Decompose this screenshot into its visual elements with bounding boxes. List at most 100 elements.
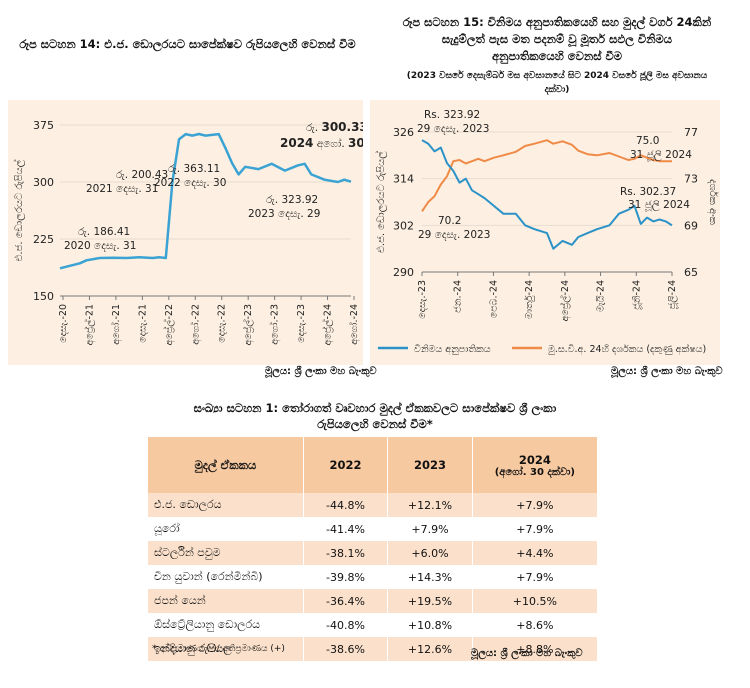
table-row: ඕස්ට්‍රේලියානු ඩොලරය -40.8% +10.8% +8.6% <box>148 613 599 637</box>
cell-value: +4.4% <box>472 541 599 565</box>
cell-value: -39.8% <box>303 565 389 589</box>
table-footnote: * අවප්‍රමාණය (-)/ අතිප්‍රමාණය (+) <box>152 644 285 654</box>
chart15-title-line3: අනුපාතිකයෙහි වෙනස් වීම <box>491 49 623 63</box>
chart15-ytick-right: 77 <box>684 126 698 139</box>
chart14-annotation-last-value: රු. 300.33 <box>306 120 363 134</box>
table-title: සංඛ්‍යා සටහන 1: තෝරාගත් වෘවහාර මුදල් ඒකක… <box>140 400 610 432</box>
chart15-ytick-right: 69 <box>684 219 698 232</box>
chart14-xtick: අප්‍රේල්-21 <box>82 304 95 346</box>
chart15-title-line2: සැදුම්ලත් පැස මත පදනම් වූ මූර්ත සඵල විනි… <box>441 32 673 46</box>
header-2024-year: 2024 <box>518 452 551 467</box>
chart14-xtick: දෙසැ.-21 <box>137 304 148 343</box>
table-source: මූලය: ශ්‍රී ලංකා මහ බැංකුව <box>471 648 583 659</box>
chart15-annotation-date: 29 දෙසැ. 2023 <box>418 229 490 241</box>
chart14-series-line <box>59 132 352 270</box>
chart14-ytick: 300 <box>33 176 54 189</box>
chart14-xtick: දෙසැ.-20 <box>58 304 69 343</box>
chart15-ytick-right: 65 <box>684 266 698 279</box>
cell-value: +10.5% <box>472 589 599 613</box>
cell-value: -44.8% <box>303 493 389 517</box>
chart15-legend-index-label: මු.ස.වි.අ. 24හි දර්ශකය (දකුණු අක්ෂය) <box>548 342 706 355</box>
chart15-ytick-left: 290 <box>393 266 414 279</box>
cell-value: +8.8% <box>472 637 599 661</box>
chart14-panel <box>8 100 363 365</box>
table-title-line1: සංඛ්‍යා සටහන 1: තෝරාගත් වෘවහාර මුදල් ඒකක… <box>193 401 557 415</box>
chart15-index-line <box>421 139 672 212</box>
cell-value: -38.6% <box>303 637 389 661</box>
chart14-annotation-date: 2021 දෙසැ. 31 <box>86 183 158 195</box>
chart15-annotation-value: 70.2 <box>438 215 461 227</box>
cell-value: -40.8% <box>303 613 389 637</box>
chart14-xtick: අගෝ.-23 <box>268 304 281 345</box>
header-2024-sub: (අගෝ. 30 දක්වා) <box>494 466 576 478</box>
header-2023: 2023 <box>387 437 473 493</box>
chart15-xtick: ජන.-24 <box>453 280 464 313</box>
chart14-xtick: දෙසැ.-22 <box>217 304 228 343</box>
chart14-xtick: අප්‍රේල්-22 <box>162 304 175 346</box>
cell-currency: යූරෝ <box>148 517 304 541</box>
chart14-annotation-value: රු. 323.92 <box>266 194 318 206</box>
chart14-annotation-last-number: 300.33 <box>321 120 363 134</box>
cell-value: -41.4% <box>303 517 389 541</box>
table-row: යූරෝ -41.4% +7.9% +7.9% <box>148 517 599 541</box>
cell-value: +14.3% <box>387 565 473 589</box>
chart14-xtick: අගෝ.-24 <box>347 304 360 345</box>
chart15-xtick: මැයි-24 <box>596 280 607 312</box>
chart14-annotation-last-day: 30 <box>348 136 363 150</box>
chart15-annotation-value: Rs. 302.37 <box>620 186 676 198</box>
currency-table: මුදල් ඒකකය 2022 2023 2024 (අගෝ. 30 දක්වා… <box>148 437 599 661</box>
chart15-ytick-left: 314 <box>393 173 414 186</box>
cell-currency: එ.ජ. ඩොලරය <box>148 493 304 517</box>
chart14-annotation-last-date: 2024 අගෝ. 30 <box>280 136 363 151</box>
chart15-ytick-right: 73 <box>684 173 698 186</box>
table-header-row: මුදල් ඒකකය 2022 2023 2024 (අගෝ. 30 දක්වා… <box>148 437 599 493</box>
chart15-legend-fx-label: විනිමය අනුපාතිකය <box>414 344 491 355</box>
chart15-annotation-date: 29 දෙසැ. 2023 <box>417 123 489 135</box>
chart15-xtick: මාර්තු-24 <box>523 280 535 319</box>
cell-value: +6.0% <box>387 541 473 565</box>
cell-value: +7.9% <box>472 565 599 589</box>
chart14-ytick: 375 <box>33 119 54 132</box>
chart14-xtick: දෙසැ.-23 <box>296 304 307 343</box>
chart15-ytick-left: 302 <box>393 219 414 232</box>
chart14-annotation-last-prefix: රු. <box>306 122 321 134</box>
chart14-xtick: අප්‍රේල්-23 <box>241 304 254 346</box>
chart14-title: රූප සටහන 14: එ.ජ. ඩොලරයට සාපේක්ෂව රුපියල… <box>19 37 356 51</box>
chart15-xtick: ජූලි-24 <box>667 280 678 310</box>
chart15-ylabel-left: එ.ජ. ඩොලරයට රුපියල් <box>374 151 387 253</box>
cell-value: -38.1% <box>303 541 389 565</box>
cell-currency: චීන යුවාන් (රෙන්මින්බි) <box>148 565 304 589</box>
cell-value: +7.9% <box>472 517 599 541</box>
header-2022: 2022 <box>303 437 389 493</box>
cell-currency: ස්ටර්ලින් පවුම <box>148 541 304 565</box>
chart14-ytick: 225 <box>33 233 54 246</box>
chart15-title: රූප සටහන 15: විනිමය අනුපාතිකයෙහි සහ මුදල… <box>368 14 746 65</box>
chart15-subtitle-line2: දක්වා) <box>544 85 570 95</box>
chart14-annotation-date: 2020 දෙසැ. 31 <box>64 240 136 252</box>
cell-currency: ජපන් යෙන් <box>148 589 304 613</box>
chart14-annotation-value: රු. 200.43 <box>116 169 168 181</box>
chart15-annotation-value: Rs. 323.92 <box>424 109 480 121</box>
table-row: ඉන්දියානු රුපියල -38.6% +12.6% +8.8% <box>148 637 599 661</box>
table-row: එ.ජ. ඩොලරය -44.8% +12.1% +7.9% <box>148 493 599 517</box>
cell-value: +8.6% <box>472 613 599 637</box>
cell-value: +7.9% <box>387 517 473 541</box>
chart14-plot: 375 300 225 150 දෙසැ.-20 අප්‍රේල්-21 අගෝ.-21 දෙ… <box>12 119 363 346</box>
chart15-ylabel-right: දර්ශක අංක <box>707 179 719 225</box>
chart15-xtick: ජූනි-24 <box>631 280 642 310</box>
chart14-xtick: අගෝ.-21 <box>109 304 122 345</box>
cell-value: +10.8% <box>387 613 473 637</box>
chart14-annotation-last-month: අගෝ. <box>313 136 348 151</box>
chart15-subtitle-line1: (2023 වසරේ දෙසැම්බර් මස අවසානයේ සිට 2024… <box>406 71 708 81</box>
header-currency: මුදල් ඒකකය <box>148 437 304 493</box>
chart15-annotation-value: 75.0 <box>636 135 659 147</box>
chart14-annotation-date: 2022 දෙසැ. 30 <box>154 177 226 189</box>
chart15-title-line1: රූප සටහන 15: විනිමය අනුපාතිකයෙහි සහ මුදල… <box>402 15 712 29</box>
chart14-annotation-value: රු. 363.11 <box>168 163 220 175</box>
chart15-xtick: දෙසැ.-23 <box>417 280 428 319</box>
table-row: චීන යුවාන් (රෙන්මින්බි) -39.8% +14.3% +7.9% <box>148 565 599 589</box>
chart15-source: මූලය: ශ්‍රී ලංකා මහ බැංකුව <box>611 366 723 377</box>
cell-value: +12.1% <box>387 493 473 517</box>
chart14-source: මූලය: ශ්‍රී ලංකා මහ බැංකුව <box>265 366 377 377</box>
table-title-line2: රුපියලෙහි වෙනස් වීම* <box>317 417 433 431</box>
